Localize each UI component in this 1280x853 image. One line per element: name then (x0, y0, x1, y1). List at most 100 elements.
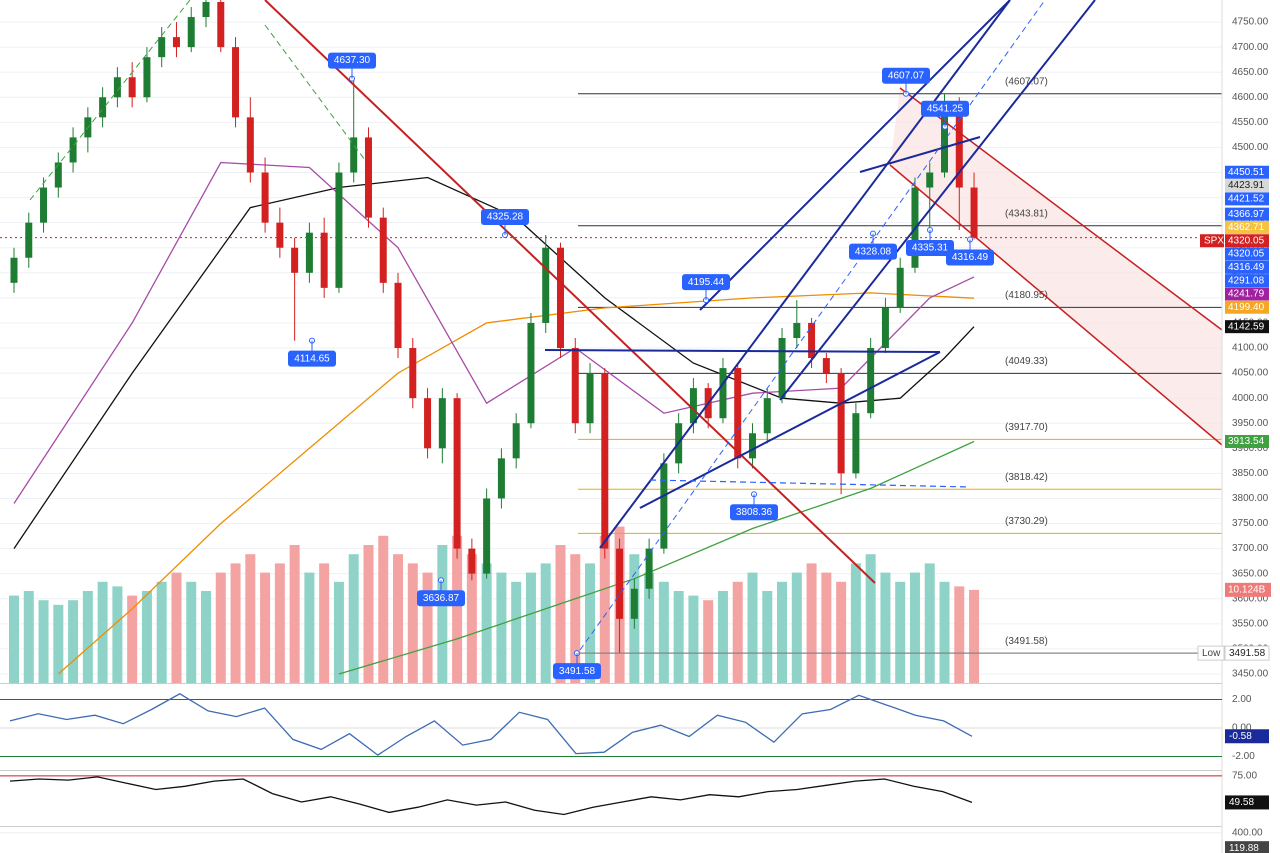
candle-body (793, 322, 801, 338)
annotation-label: 4541.25 (927, 103, 964, 114)
trend-line (599, 0, 1011, 549)
candle-body (763, 398, 771, 434)
y-tick-label: 3650.00 (1232, 568, 1269, 579)
y-tick-label: 4750.00 (1232, 17, 1269, 28)
trend-line (779, 0, 1096, 401)
y-tick-label: 4600.00 (1232, 92, 1269, 103)
annotation-label: 4328.08 (855, 246, 892, 257)
price-badge (1225, 274, 1269, 288)
volume-bar (97, 581, 108, 683)
annotation-box (921, 100, 969, 117)
candle-body (822, 358, 830, 374)
volume-bar (378, 535, 389, 683)
volume-bar (658, 581, 669, 683)
volume-bar (599, 535, 610, 683)
volume-bar (644, 572, 655, 683)
volume-bar (393, 554, 404, 683)
volume-bar (481, 563, 492, 683)
y-tick-label: 3450.00 (1232, 669, 1269, 680)
price-badge (1225, 247, 1269, 261)
volume-bar (762, 591, 773, 683)
volume-badge (1225, 582, 1271, 597)
annotation-label: 4195.44 (688, 277, 725, 288)
level-label: (4607.07) (1005, 76, 1048, 87)
volume-bar (909, 572, 920, 683)
annotation-label: 4316.49 (952, 252, 989, 263)
volume-bar (924, 563, 935, 683)
volume-bar (363, 545, 374, 683)
annotations: 4637.30 4325.28 4114.65 3636.87 3491.58 4195.… (288, 52, 994, 680)
volume-bar (777, 581, 788, 683)
volume-bar (895, 581, 906, 683)
volume-bar (703, 600, 714, 683)
volume-bar (422, 572, 433, 683)
price-badge-label: 4450.51 (1228, 167, 1265, 178)
volume-bar (540, 563, 551, 683)
level-label: (4180.95) (1005, 290, 1048, 301)
annotation-box (328, 52, 376, 69)
candle-body (40, 187, 48, 223)
volume-bar (215, 572, 226, 683)
volume-bar (673, 591, 684, 683)
volume-bar (717, 591, 728, 683)
candle-body (527, 322, 535, 424)
level-label: (4049.33) (1005, 356, 1048, 367)
y-tick-label: 3600.00 (1232, 593, 1269, 604)
candle-body (202, 2, 210, 18)
candle-body (941, 102, 949, 173)
candle-body (601, 373, 609, 549)
y-tick-label: 3850.00 (1232, 468, 1269, 479)
volume-bar (260, 572, 271, 683)
volume-bar (452, 535, 463, 683)
candle-body (409, 348, 417, 399)
candle-body (128, 77, 136, 98)
annotation-label: 4335.31 (912, 243, 949, 254)
price-badge (1225, 300, 1269, 314)
candle-body (837, 373, 845, 474)
price-badge-label: 4362.71 (1228, 222, 1265, 233)
trend-line (699, 0, 1011, 311)
trend-lines (29, 0, 1223, 651)
price-badge (1225, 320, 1269, 334)
volume-bar (319, 563, 330, 683)
candle-body (320, 232, 328, 288)
pane-badge-label: 49.58 (1229, 797, 1254, 808)
candle-body (852, 413, 860, 474)
low-tag-label: Low (1202, 648, 1221, 659)
annotation-label: 4325.28 (487, 212, 524, 223)
pane-divider (0, 770, 1222, 771)
candle-body (350, 137, 358, 173)
price-badge-label: 4291.08 (1228, 275, 1265, 286)
candle-body (438, 398, 446, 449)
annotation-box (481, 209, 529, 226)
candle-body (246, 117, 254, 173)
price-badge (1225, 435, 1269, 449)
candle-body (25, 222, 33, 258)
volume-bar (570, 554, 581, 683)
candle-body (232, 47, 240, 118)
volume-bar (496, 572, 507, 683)
price-badge-label: 4320.05 (1228, 249, 1265, 260)
y-tick-label: 4550.00 (1232, 117, 1269, 128)
candle-body (158, 37, 166, 58)
price-badge (1225, 260, 1269, 274)
candle-body (261, 172, 269, 223)
pane-divider (0, 826, 1222, 827)
annotation-box (730, 504, 778, 521)
candle-body (808, 322, 816, 359)
volume-bar (186, 581, 197, 683)
volume-bar (274, 563, 285, 683)
low-badge-label: 3491.58 (1229, 648, 1266, 659)
pane-divider (0, 683, 1222, 684)
trend-line (544, 349, 941, 353)
badges: 4450.51 4423.91 4421.52 4366.97 4362.71 4320.… (578, 165, 1271, 661)
candle-body (719, 368, 727, 419)
volume-bar (82, 591, 93, 683)
candle-body (10, 257, 18, 283)
annotation-box (906, 240, 954, 257)
annotation-label: 3491.58 (559, 666, 596, 677)
price-badge-label: 4199.40 (1228, 302, 1265, 313)
volume-bar (304, 572, 315, 683)
candle-body (172, 37, 180, 48)
